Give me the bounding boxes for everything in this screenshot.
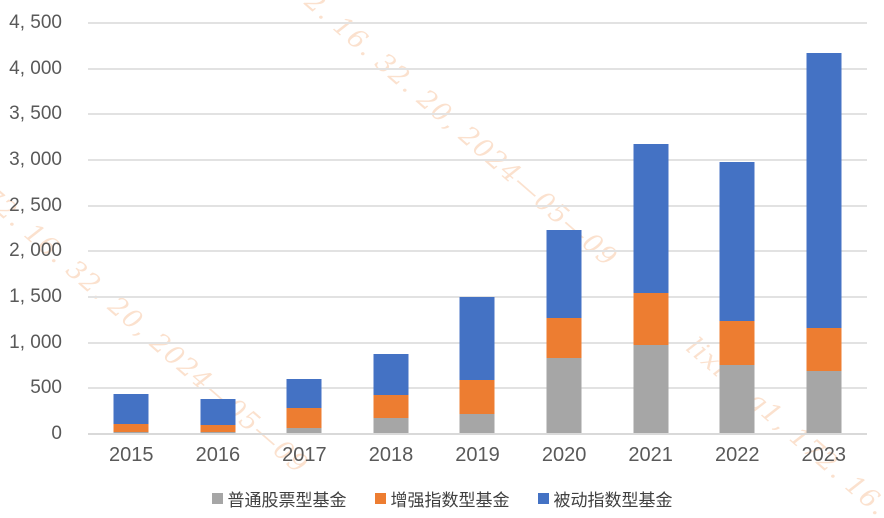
bar-column-2023 (780, 23, 867, 434)
bar-segment-series-2-2023 (806, 53, 842, 328)
legend-label: 增强指数型基金 (390, 490, 510, 511)
x-axis-label-2018: 2018 (368, 444, 414, 466)
stacked-bar-2021 (633, 143, 669, 433)
y-axis-tick-label: 1, 500 (9, 286, 62, 307)
x-axis-label-2015: 2015 (109, 444, 154, 466)
y-axis-tick-label: 2, 500 (9, 194, 62, 216)
bar-segment-series-0-2016 (200, 432, 236, 433)
y-axis-tick-label: 3, 000 (9, 149, 62, 170)
bar-segment-series-0-2020 (546, 358, 582, 433)
x-axis-label-2023: 2023 (801, 444, 847, 466)
y-axis-tick-label: 1, 000 (9, 331, 62, 353)
legend-marker-orange-icon (374, 492, 386, 504)
y-axis-tick-label: 500 (30, 377, 62, 399)
gridline (88, 113, 867, 116)
gridline (88, 250, 867, 253)
bar-segment-series-0-2023 (806, 370, 842, 433)
bar-segment-series-1-2020 (546, 317, 582, 359)
bar-segment-series-2-2022 (719, 162, 755, 322)
bar-segment-series-1-2017 (286, 408, 322, 428)
bar-segment-series-1-2016 (200, 424, 236, 433)
legend-marker-gray-icon (211, 492, 223, 504)
bar-segment-series-2-2015 (113, 393, 149, 425)
bar-segment-series-1-2023 (806, 327, 842, 371)
legend-label: 普通股票型基金 (227, 490, 347, 511)
bar-column-2020 (521, 23, 608, 434)
bar-segment-series-0-2021 (633, 345, 669, 433)
bar-segment-series-2-2020 (546, 229, 582, 318)
legend: 普通股票型基金 增强指数型基金 被动指数型基金 (0, 486, 884, 511)
bar-segment-series-2-2017 (286, 378, 322, 409)
legend-marker-blue-icon (537, 492, 549, 504)
x-axis-label-2017: 2017 (282, 444, 327, 466)
bar-column-2016 (175, 23, 262, 434)
bar-segment-series-2-2019 (459, 297, 495, 380)
x-axis-label-2022: 2022 (714, 444, 760, 466)
plot-area (88, 22, 867, 435)
y-axis: 0 500 1, 000 1, 500 2, 000 2, 500 3, 000 3, 500… (0, 12, 64, 444)
legend-item-ordinary-stock-fund: 普通股票型基金 (211, 486, 347, 511)
bar-segment-series-2-2021 (633, 143, 669, 294)
bar-column-2021 (607, 23, 694, 434)
stacked-bar-2022 (719, 162, 755, 433)
bar-segment-series-2-2016 (200, 398, 236, 425)
stacked-bar-2015 (113, 393, 149, 433)
bar-column-2017 (261, 23, 348, 434)
baseline-gridline (88, 433, 867, 435)
y-axis-tick-label: 3, 500 (9, 103, 62, 125)
bar-segment-series-0-2017 (286, 427, 322, 433)
gridline (88, 159, 867, 161)
stacked-bar-2017 (286, 378, 322, 433)
bar-segment-series-0-2018 (373, 418, 409, 433)
legend-item-passive-index-fund: 被动指数型基金 (537, 486, 673, 511)
legend-item-enhanced-index-fund: 增强指数型基金 (374, 486, 510, 511)
bar-segment-series-2-2018 (373, 353, 409, 395)
stacked-bar-2019 (459, 297, 495, 433)
stacked-bar-2016 (200, 398, 236, 433)
bar-column-2022 (694, 23, 781, 434)
x-axis-label-2016: 2016 (195, 444, 241, 466)
bar-segment-series-0-2022 (719, 364, 755, 433)
bar-segment-series-0-2015 (113, 432, 149, 433)
gridline (88, 296, 867, 298)
bar-segment-series-1-2019 (459, 379, 495, 414)
bar-column-2015 (88, 23, 175, 434)
y-axis-tick-label: 4, 500 (9, 12, 62, 33)
bar-segment-series-1-2018 (373, 394, 409, 419)
gridline (88, 204, 867, 207)
bar-column-2018 (348, 23, 435, 434)
stacked-bar-2023 (806, 53, 842, 433)
bar-segment-series-1-2021 (633, 293, 669, 346)
bar-segment-series-0-2019 (459, 413, 495, 433)
bar-segment-series-1-2015 (113, 424, 149, 433)
x-axis-label-2019: 2019 (455, 444, 500, 466)
x-axis: 2015 2016 2017 2018 2019 2020 2021 2022 2023 (88, 442, 867, 468)
stacked-bar-2018 (373, 353, 409, 433)
legend-label: 被动指数型基金 (553, 490, 673, 511)
y-axis-tick-label: 2, 000 (9, 240, 62, 262)
gridline (88, 67, 867, 70)
stacked-bar-2020 (546, 229, 582, 433)
bar-segment-series-1-2022 (719, 321, 755, 365)
gridline (88, 22, 867, 24)
x-axis-label-2020: 2020 (541, 444, 587, 466)
y-axis-tick-label: 0 (51, 423, 62, 444)
x-axis-label-2021: 2021 (628, 444, 673, 466)
bar-column-2019 (434, 23, 521, 434)
y-axis-tick-label: 4, 000 (9, 57, 62, 79)
